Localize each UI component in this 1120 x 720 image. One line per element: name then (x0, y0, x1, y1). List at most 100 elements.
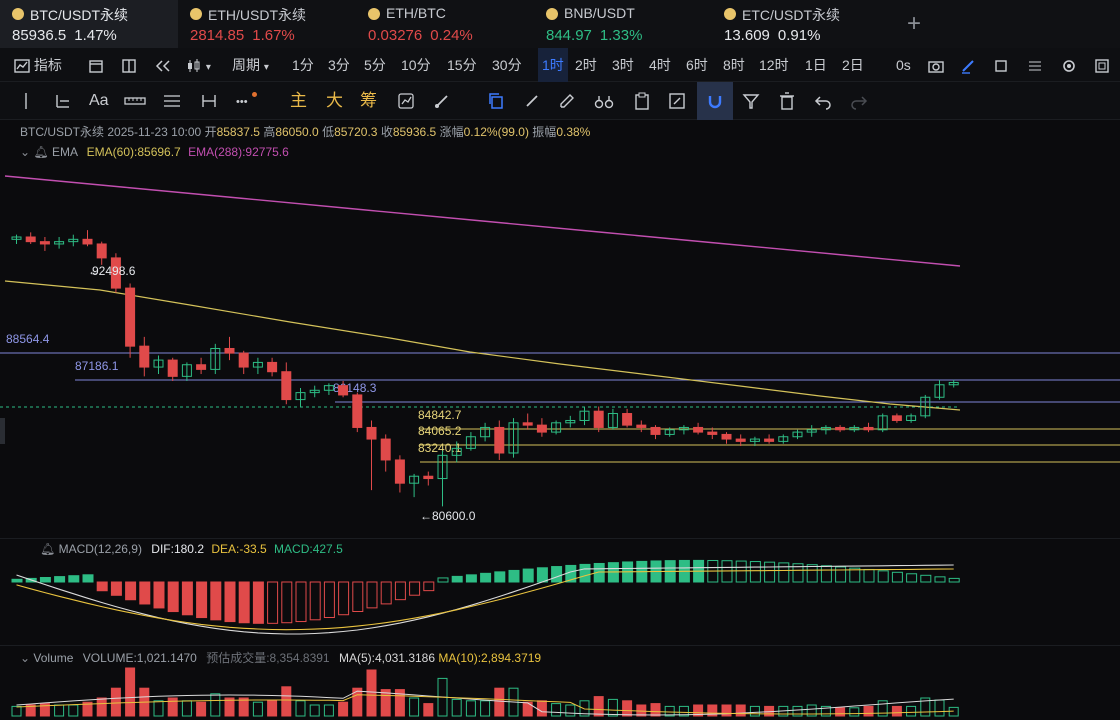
candle-body (125, 287, 136, 347)
large-trades-toggle[interactable]: 大 (326, 91, 343, 110)
interval-10[interactable]: 6时 (686, 57, 708, 73)
magnet-tool[interactable] (697, 82, 733, 120)
eraser-pen-tool[interactable] (558, 82, 576, 120)
trendline-tool[interactable] (54, 82, 72, 120)
interval-14[interactable]: 2日 (842, 57, 864, 73)
macd-bar (181, 581, 193, 616)
candle-body (437, 454, 448, 480)
volume-bar (181, 700, 192, 717)
interval-13[interactable]: 1日 (805, 57, 827, 73)
symbol-tab-0[interactable]: BTC/USDT永续 85936.5 1.47% (0, 0, 178, 48)
symbol-tab-4[interactable]: ETC/USDT永续 13.609 0.91% (712, 0, 890, 48)
add-symbol-button[interactable]: + (907, 10, 922, 37)
compare-tool[interactable] (397, 82, 415, 120)
interval-3[interactable]: 10分 (401, 57, 431, 73)
note-tool[interactable] (668, 82, 686, 120)
interval-9[interactable]: 4时 (649, 57, 671, 73)
volume-bar (252, 701, 263, 717)
calendar-button[interactable] (88, 48, 104, 82)
volume-bar (110, 687, 121, 717)
interval-7[interactable]: 2时 (575, 57, 597, 73)
draw-button[interactable] (960, 48, 976, 82)
candle-body (295, 392, 306, 401)
symbol-change: 0.91% (777, 27, 821, 44)
macd-bar (252, 581, 264, 624)
volume-bar (224, 697, 235, 717)
chart-type-dropdown[interactable]: ▾ (186, 48, 211, 82)
macd-bar (224, 581, 236, 623)
collapse-icon[interactable]: ⌄ (20, 651, 31, 665)
redo-button[interactable] (850, 82, 868, 120)
symbol-tab-2[interactable]: ETH/BTC 0.03276 0.24% (356, 0, 534, 48)
interval-8[interactable]: 3时 (612, 57, 634, 73)
volume-bar (906, 705, 917, 717)
candle-body (849, 426, 860, 431)
range-tool[interactable] (200, 82, 218, 120)
more-tools-button[interactable]: ••• (236, 82, 258, 120)
macd-bar (920, 574, 932, 583)
volume-ma5-line (16, 690, 954, 716)
period-dropdown[interactable]: 周期 ▾ (232, 48, 269, 82)
left-panel-handle[interactable] (0, 418, 5, 444)
macd-bar (877, 570, 889, 583)
low-label: 低 (322, 125, 335, 139)
panel-button[interactable] (1094, 48, 1110, 82)
bell-icon[interactable]: 🔔︎ (40, 542, 56, 556)
interval-11[interactable]: 8时 (723, 57, 745, 73)
layout-button[interactable] (121, 48, 137, 82)
macd-bar (196, 581, 208, 619)
interval-1[interactable]: 3分 (328, 57, 350, 73)
interval-0[interactable]: 1分 (292, 57, 314, 73)
clipboard-tool[interactable] (634, 82, 650, 120)
collapse-icon[interactable]: ⌄ (20, 145, 31, 159)
macd-bar (948, 577, 960, 583)
rewind-button[interactable] (154, 48, 172, 82)
macd-bar (167, 581, 179, 613)
main-chart-toggle[interactable]: 主 (290, 91, 307, 110)
interval-2[interactable]: 5分 (364, 57, 386, 73)
bell-icon[interactable]: 🔔︎ (33, 145, 49, 159)
macd-bar (423, 581, 435, 592)
filter-tool[interactable] (742, 82, 760, 120)
symbol-name: BNB/USDT (564, 5, 635, 21)
candle-body (394, 459, 405, 484)
symbol-tab-1[interactable]: ETH/USDT永续 2814.85 1.67% (178, 0, 356, 48)
fullscreen-button[interactable] (993, 48, 1009, 82)
copy-tool[interactable] (487, 82, 505, 120)
volume-bar (522, 701, 533, 717)
interval-6[interactable]: 1时 (538, 48, 568, 82)
interval-4[interactable]: 15分 (447, 57, 477, 73)
candle-body (622, 413, 633, 426)
open-label: 开 (204, 125, 217, 139)
macd-bar (409, 581, 421, 596)
indicators-button[interactable]: 指标 (14, 48, 62, 82)
undo-button[interactable] (814, 82, 832, 120)
list-button[interactable] (1027, 48, 1043, 82)
interval-12[interactable]: 12时 (759, 57, 789, 73)
volume-legend: ⌄ Volume VOLUME:1,021.1470 预估成交量:8,354.8… (20, 649, 541, 666)
ruler-pen-tool[interactable] (523, 82, 541, 120)
candle-body (196, 364, 207, 370)
brush-tool[interactable] (433, 82, 451, 120)
ruler-tool[interactable] (124, 82, 146, 120)
ema60-line (4, 280, 961, 411)
volume-bar (309, 704, 320, 717)
indicators-label: 指标 (33, 57, 62, 73)
binoculars-tool[interactable] (594, 82, 614, 120)
macd-bar (309, 581, 321, 621)
volume-bar (735, 704, 746, 717)
cursor-tool[interactable] (20, 82, 32, 120)
candle-body (210, 347, 221, 370)
price-chart[interactable]: 88564.487186.186148.384842.784065.283240… (0, 120, 1120, 720)
coin-icon (368, 8, 380, 20)
screenshot-button[interactable] (928, 48, 944, 82)
delete-tool[interactable] (779, 82, 795, 120)
text-tool[interactable]: Aa (89, 92, 109, 109)
fib-tool[interactable] (162, 82, 182, 120)
symbol-tab-3[interactable]: BNB/USDT 844.97 1.33% (534, 0, 712, 48)
volume-divider (0, 645, 1120, 646)
chips-toggle[interactable]: 筹 (360, 91, 377, 110)
volume-bar (210, 693, 221, 717)
settings-button[interactable] (1061, 48, 1077, 82)
interval-5[interactable]: 30分 (492, 57, 522, 73)
